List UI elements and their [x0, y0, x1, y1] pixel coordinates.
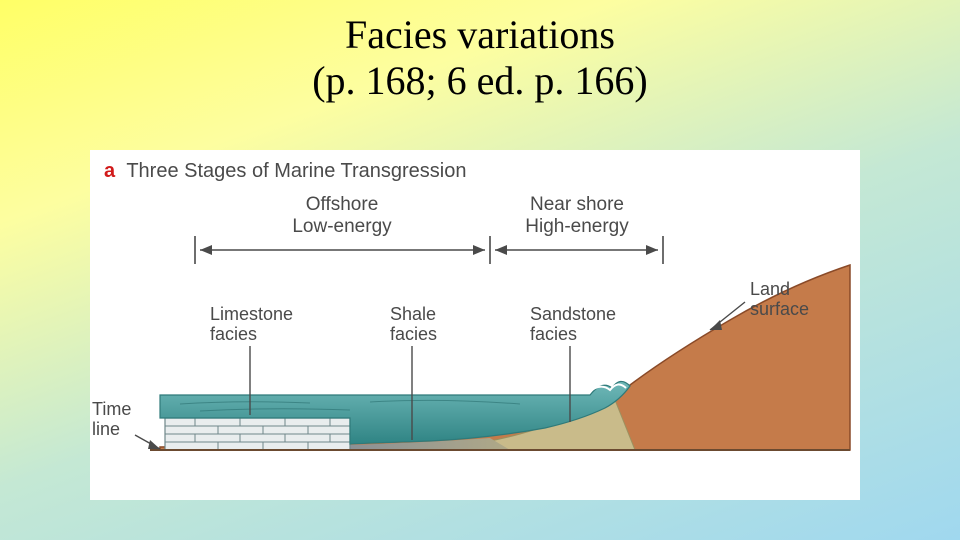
limestone-label-2: facies [210, 324, 257, 344]
land-label-1: Land [750, 279, 790, 299]
time-label-2: line [92, 419, 120, 439]
land-label-2: surface [750, 299, 809, 319]
sandstone-label-2: facies [530, 324, 577, 344]
offshore-label-2: Low-energy [292, 216, 392, 237]
limestone-label-1: Limestone [210, 304, 293, 324]
figure-box: a Three Stages of Marine Transgression O… [90, 150, 860, 500]
panel-title: Three Stages of Marine Transgression [126, 160, 466, 182]
title-line-1: Facies variations [345, 12, 615, 57]
offshore-label-1: Offshore [306, 194, 379, 215]
shale-label-1: Shale [390, 304, 436, 324]
slide-title: Facies variations (p. 168; 6 ed. p. 166) [0, 12, 960, 104]
shale-label-2: facies [390, 324, 437, 344]
facies-diagram: Offshore Low-energy Near shore High-ener… [90, 190, 860, 500]
title-line-2: (p. 168; 6 ed. p. 166) [312, 58, 648, 103]
figure-header: a Three Stages of Marine Transgression [104, 160, 467, 183]
nearshore-label-1: Near shore [530, 194, 624, 215]
panel-letter: a [104, 160, 115, 182]
zone-arrows [195, 236, 663, 264]
nearshore-label-2: High-energy [525, 216, 629, 237]
limestone-block [165, 418, 350, 450]
sandstone-label-1: Sandstone [530, 304, 616, 324]
time-label-1: Time [92, 399, 131, 419]
slide: Facies variations (p. 168; 6 ed. p. 166)… [0, 0, 960, 540]
